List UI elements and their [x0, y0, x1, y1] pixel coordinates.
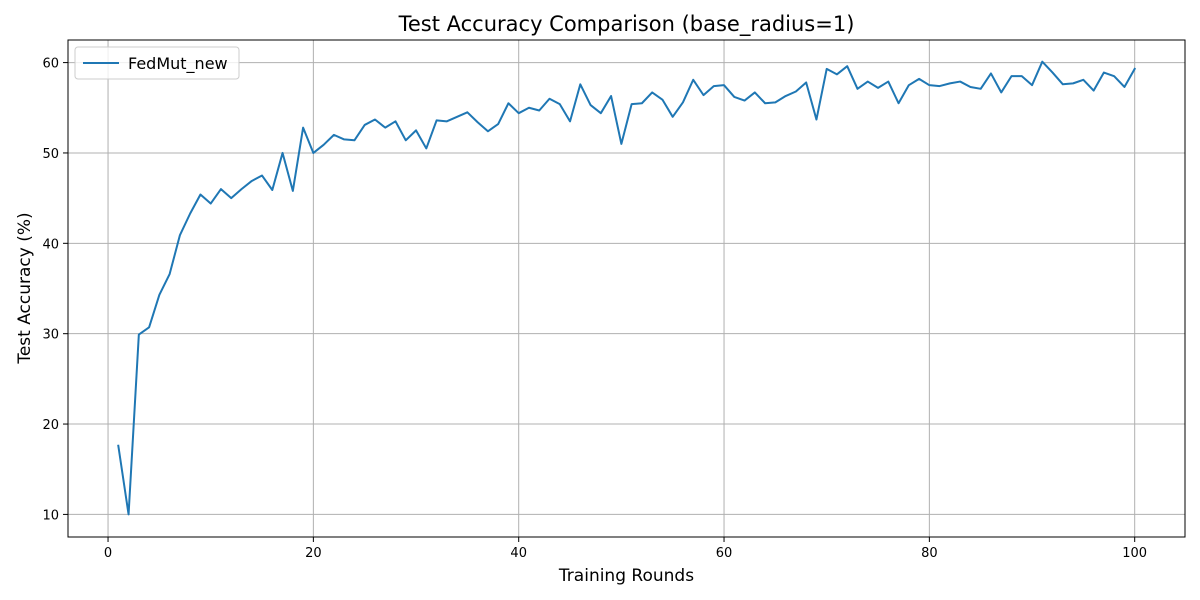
x-tick-label: 60 [716, 546, 733, 561]
plot-frame [67, 39, 1186, 538]
x-tick-label: 40 [510, 546, 527, 561]
x-axis-label: Training Rounds [558, 566, 694, 586]
legend: FedMut_new [74, 46, 240, 80]
axis-ticks: 0 20 40 60 80 100 10 20 30 40 50 60 [42, 57, 1147, 561]
y-tick-label: 40 [42, 237, 59, 252]
legend-label: FedMut_new [128, 54, 228, 74]
x-tick-label: 0 [104, 546, 112, 561]
x-tick-label: 100 [1122, 546, 1147, 561]
chart-title: Test Accuracy Comparison (base_radius=1) [398, 12, 855, 37]
x-tick-label: 80 [921, 546, 938, 561]
y-tick-label: 30 [42, 328, 59, 343]
y-tick-label: 10 [42, 508, 59, 523]
series-lines [117, 60, 1137, 516]
series-line-fedmut-new [117, 60, 1137, 516]
legend-box [74, 46, 240, 80]
y-tick-label: 50 [42, 147, 59, 162]
y-tick-label: 60 [42, 57, 59, 72]
grid-lines [68, 40, 1185, 537]
y-axis-label: Test Accuracy (%) [15, 212, 35, 364]
y-tick-label: 20 [42, 418, 59, 433]
x-tick-label: 20 [305, 546, 322, 561]
